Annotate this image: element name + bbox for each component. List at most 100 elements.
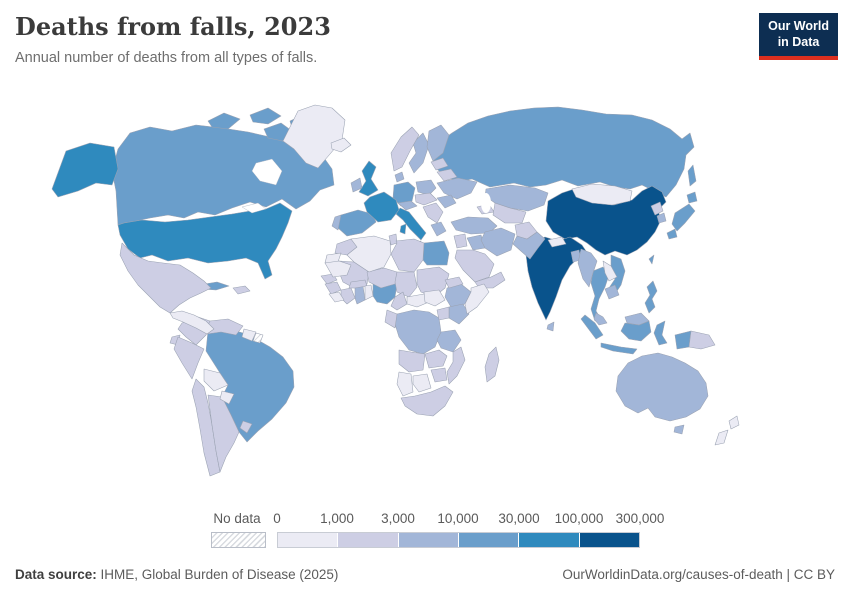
country-usa[interactable] (117, 202, 293, 280)
country-iran[interactable] (480, 227, 516, 257)
country-russia-sakhalin[interactable] (687, 164, 697, 187)
country-indonesia-sulawesi[interactable] (653, 320, 668, 346)
country-saudi-arabia[interactable] (454, 249, 495, 283)
country-madagascar[interactable] (484, 346, 500, 383)
country-iceland[interactable] (330, 137, 352, 153)
country-central-europe[interactable] (414, 192, 438, 206)
country-chile[interactable] (191, 378, 221, 477)
country-new-zealand-north[interactable] (728, 415, 740, 430)
country-cambodia[interactable] (604, 284, 620, 300)
country-sierra-leone-liberia[interactable] (328, 291, 345, 303)
country-south-sudan[interactable] (423, 289, 446, 307)
legend-bin-0[interactable] (278, 533, 338, 547)
country-laos[interactable] (602, 260, 618, 282)
country-australia[interactable] (615, 352, 709, 422)
country-dr-congo[interactable] (394, 309, 442, 355)
country-balkans[interactable] (422, 202, 444, 224)
country-new-zealand-south[interactable] (714, 429, 729, 446)
country-usa-alaska[interactable] (51, 142, 119, 198)
country-malaysia-borneo[interactable] (624, 312, 650, 326)
country-ukraine[interactable] (436, 177, 478, 200)
country-mauritania[interactable] (324, 260, 352, 278)
country-denmark[interactable] (394, 171, 405, 183)
country-ireland[interactable] (350, 177, 363, 193)
country-guyanas[interactable] (241, 328, 257, 342)
owid-url-link[interactable]: OurWorldinData.org/causes-of-death | CC … (562, 567, 835, 582)
country-philippines[interactable] (644, 280, 658, 314)
country-poland[interactable] (415, 179, 437, 196)
country-paraguay[interactable] (219, 390, 235, 405)
country-papua-new-guinea[interactable] (688, 330, 716, 350)
country-cameroon[interactable] (390, 291, 408, 311)
legend-bin-3[interactable] (457, 533, 519, 547)
country-uganda[interactable] (436, 306, 450, 321)
country-zambia[interactable] (424, 349, 448, 369)
country-france[interactable] (363, 191, 400, 223)
country-belarus[interactable] (436, 168, 458, 182)
country-namibia[interactable] (396, 371, 414, 397)
country-eritrea[interactable] (444, 276, 464, 289)
country-japan-hokkaido[interactable] (686, 191, 698, 204)
country-libya[interactable] (390, 238, 425, 273)
country-cote-divoire[interactable] (340, 287, 356, 305)
country-nepal[interactable] (547, 236, 567, 248)
country-myanmar[interactable] (577, 248, 598, 288)
country-turkey[interactable] (450, 216, 498, 235)
country-russia[interactable] (431, 106, 695, 198)
legend-nodata-swatch[interactable] (211, 532, 266, 548)
country-egypt[interactable] (422, 240, 450, 266)
owid-logo[interactable]: Our World in Data (759, 13, 838, 60)
country-australia-tasmania[interactable] (673, 424, 685, 435)
country-austria[interactable] (397, 200, 418, 211)
country-south-korea[interactable] (656, 212, 667, 224)
country-greece[interactable] (430, 221, 447, 237)
country-italy[interactable] (395, 207, 427, 241)
country-togo-benin[interactable] (364, 284, 374, 301)
country-north-korea[interactable] (650, 201, 664, 216)
country-finland[interactable] (426, 124, 450, 162)
country-tanzania[interactable] (436, 329, 462, 353)
country-algeria[interactable] (346, 235, 392, 273)
country-levant[interactable] (453, 233, 468, 249)
country-burkina-faso[interactable] (348, 279, 368, 289)
country-indonesia-papua[interactable] (674, 330, 692, 350)
country-sri-lanka[interactable] (546, 321, 555, 332)
country-angola[interactable] (398, 349, 426, 373)
country-afghanistan[interactable] (514, 221, 538, 240)
country-niger[interactable] (366, 267, 398, 289)
country-japan-honshu[interactable] (671, 203, 696, 232)
country-united-kingdom[interactable] (358, 160, 379, 197)
country-gabon-congo[interactable] (384, 309, 398, 329)
country-canada[interactable] (111, 124, 335, 226)
country-central-african-republic[interactable] (406, 293, 430, 308)
country-italy-sardinia[interactable] (399, 223, 407, 235)
country-mozambique[interactable] (446, 346, 466, 385)
country-french-guiana[interactable] (252, 332, 264, 344)
legend-bin-5[interactable] (578, 533, 639, 547)
country-indonesia-sumatra[interactable] (580, 314, 604, 340)
country-ghana[interactable] (354, 285, 366, 305)
country-japan-kyushu[interactable] (666, 228, 678, 240)
country-canada-arctic-2[interactable] (249, 107, 282, 125)
country-romania[interactable] (436, 194, 457, 209)
country-south-africa[interactable] (400, 385, 454, 417)
country-zimbabwe[interactable] (430, 367, 448, 383)
country-mexico[interactable] (119, 242, 212, 314)
country-norway[interactable] (390, 126, 420, 172)
country-bolivia[interactable] (203, 368, 229, 392)
country-chad[interactable] (394, 271, 418, 298)
country-central-america[interactable] (169, 310, 215, 335)
legend-bin-4[interactable] (518, 533, 579, 547)
country-portugal[interactable] (331, 214, 342, 231)
country-botswana[interactable] (412, 373, 432, 393)
legend-bin-2[interactable] (397, 533, 458, 547)
country-baltics[interactable] (430, 157, 449, 171)
country-somalia[interactable] (464, 283, 490, 315)
country-malaysia[interactable] (593, 312, 608, 326)
country-mongolia[interactable] (571, 183, 633, 206)
country-indonesia-java[interactable] (600, 342, 638, 355)
country-hispaniola[interactable] (232, 285, 251, 295)
legend-bin-1[interactable] (337, 533, 398, 547)
country-central-asia[interactable] (492, 202, 527, 224)
country-peru[interactable] (173, 336, 205, 380)
